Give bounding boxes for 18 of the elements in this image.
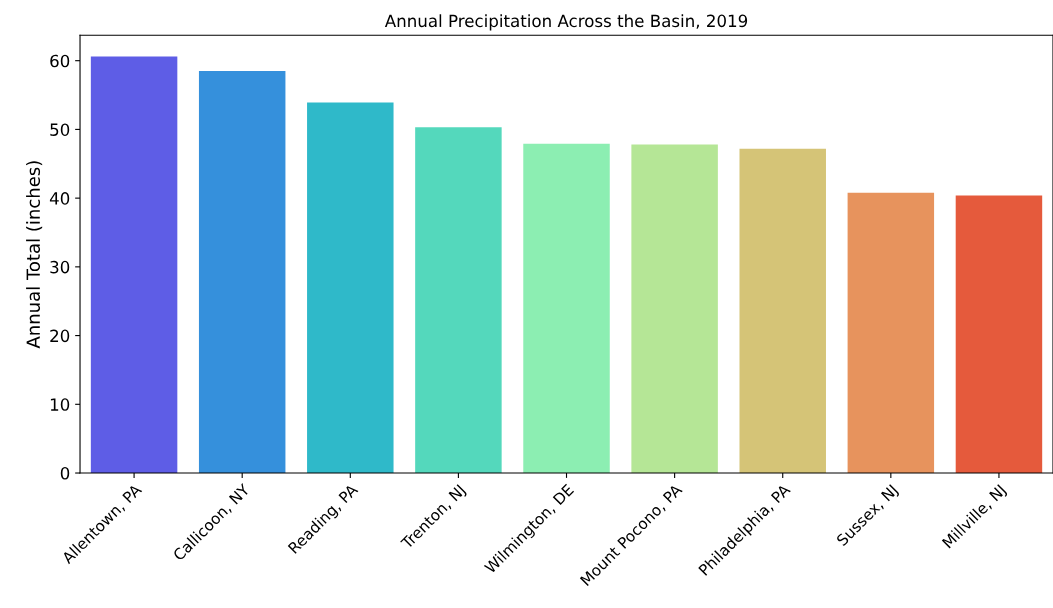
y-tick-label: 0 bbox=[60, 466, 70, 480]
bar bbox=[415, 127, 502, 474]
y-tick-label: 40 bbox=[49, 192, 70, 205]
bar bbox=[847, 192, 935, 474]
y-tick-label: 30 bbox=[50, 260, 70, 274]
bar bbox=[523, 143, 610, 474]
bar bbox=[307, 102, 394, 474]
chart-title: Annual Precipitation Across the Basin, 2019 bbox=[384, 14, 748, 31]
y-tick-label: 10 bbox=[50, 398, 70, 411]
bar bbox=[90, 56, 178, 474]
bar bbox=[739, 148, 826, 474]
bar bbox=[955, 195, 1043, 474]
y-axis-title: Annual Total (inches) bbox=[26, 161, 43, 349]
bar bbox=[198, 71, 286, 474]
y-tick-label: 60 bbox=[50, 54, 70, 68]
y-tick-label: 20 bbox=[50, 329, 70, 343]
bar bbox=[631, 144, 718, 474]
y-tick-label: 50 bbox=[50, 123, 70, 136]
